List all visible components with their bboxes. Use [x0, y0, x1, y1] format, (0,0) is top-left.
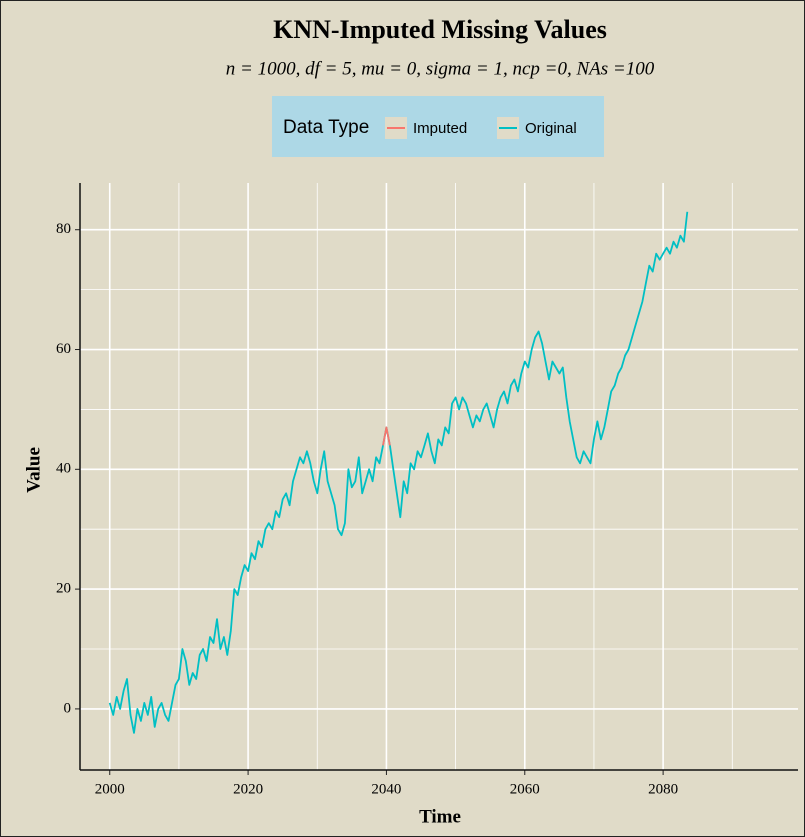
legend-box: [272, 96, 604, 157]
x-tick-label: 2040: [371, 781, 401, 797]
x-axis-label: Time: [419, 806, 461, 827]
chart-title: KNN-Imputed Missing Values: [273, 15, 607, 44]
y-tick-label: 40: [56, 461, 71, 477]
legend-label: Original: [525, 120, 577, 137]
legend-title: Data Type: [283, 117, 369, 138]
x-tick-label: 2020: [233, 781, 263, 797]
y-tick-label: 60: [56, 341, 71, 357]
line-series: [108, 211, 689, 734]
y-tick-label: 80: [56, 221, 71, 237]
line-series: [382, 426, 391, 446]
x-tick-label: 2080: [648, 781, 678, 797]
legend-label: Imputed: [413, 120, 467, 137]
y-tick-label: 0: [64, 700, 72, 716]
chart-subtitle: n = 1000, df = 5, mu = 0, sigma = 1, ncp…: [226, 58, 655, 79]
y-axis-label: Value: [23, 447, 44, 493]
x-tick-label: 2000: [95, 781, 125, 797]
y-tick-label: 20: [56, 581, 71, 597]
x-tick-label: 2060: [510, 781, 540, 797]
